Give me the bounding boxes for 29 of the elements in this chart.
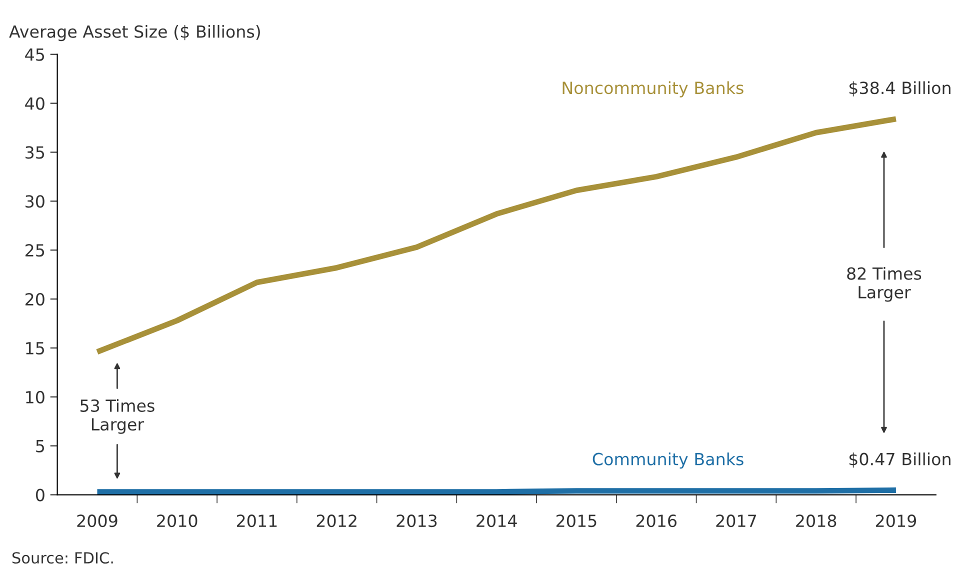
y-tick-label: 25 <box>26 244 44 257</box>
x-tick-label: 2011 <box>236 514 277 528</box>
x-tick-label: 2017 <box>716 514 756 528</box>
y-tick-label: 15 <box>26 342 44 355</box>
annotation: 82 Times Larger <box>847 266 922 302</box>
x-tick-label: 2014 <box>476 514 517 528</box>
source-note: Source: FDIC. <box>12 552 113 564</box>
series-label: Community Banks <box>592 452 744 469</box>
x-tick-label: 2019 <box>876 514 916 528</box>
x-tick-label: 2018 <box>796 514 836 528</box>
x-tick-label: 2013 <box>396 514 437 528</box>
y-tick-label: 45 <box>25 48 44 61</box>
x-tick-label: 2015 <box>556 514 596 528</box>
x-tick-label: 2016 <box>636 514 677 528</box>
y-tick-label: 35 <box>26 146 44 159</box>
x-tick-label: 2012 <box>316 514 356 528</box>
y-tick-label: 30 <box>26 195 44 208</box>
y-tick-label: 5 <box>36 440 44 452</box>
y-tick-label: 0 <box>36 488 44 502</box>
y-tick-label: 20 <box>26 292 44 306</box>
y-tick-label: 40 <box>25 97 44 110</box>
y-tick-label: 10 <box>26 390 44 404</box>
x-tick-label: 2009 <box>77 514 118 528</box>
annotation: 53 Times Larger <box>80 399 154 434</box>
annotation: $38.4 Billion <box>849 81 950 96</box>
y-axis-title: Average Asset Size ($ Billions) <box>9 24 260 42</box>
x-tick-label: 2010 <box>157 514 198 528</box>
text: Noncommunity Banks <box>562 81 744 98</box>
annotation: $0.47 Billion <box>849 452 950 468</box>
